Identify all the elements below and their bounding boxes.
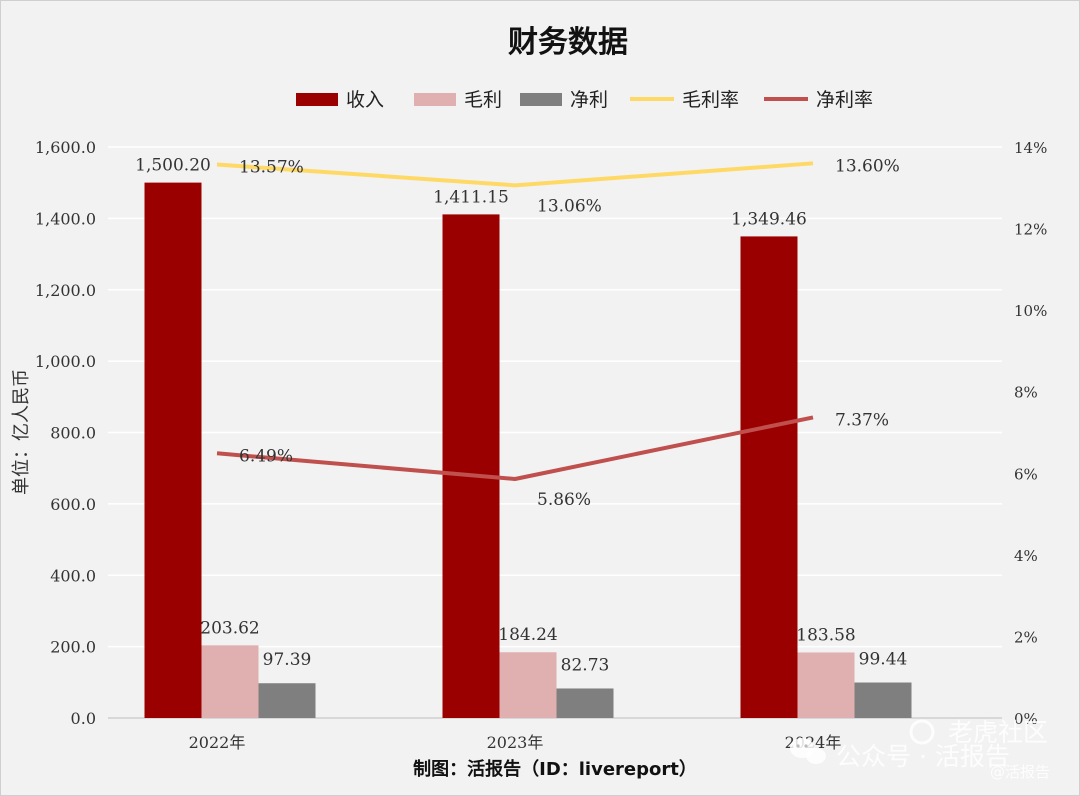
footer-credit: 制图：活报告（ID：livereport） (413, 758, 697, 780)
bars (144, 182, 912, 719)
data-label: 184.24 (498, 625, 557, 645)
legend-swatch (414, 93, 456, 106)
data-label: 1,349.46 (731, 209, 807, 229)
bar-毛利 (499, 652, 557, 718)
data-label: 1,411.15 (433, 187, 509, 207)
y-tick-label: 1,600.0 (35, 138, 96, 157)
data-label: 203.62 (200, 618, 259, 638)
legend-label: 净利率 (816, 89, 873, 111)
bar-毛利 (201, 645, 259, 718)
y-tick-label: 800.0 (50, 424, 96, 443)
watermark-handle: @活报告 (990, 763, 1050, 781)
y2-tick-label: 12% (1014, 221, 1047, 239)
y-axis-left: 0.0 200.0 400.0 600.0 800.0 1,000.0 1,200.0 1,4… (35, 138, 96, 728)
line-label: 13.60% (835, 156, 900, 176)
bar-收入 (144, 182, 202, 719)
data-label: 1,500.20 (135, 156, 211, 176)
y-tick-label: 0.0 (71, 709, 96, 728)
y-tick-label: 1,400.0 (35, 209, 96, 228)
bar-收入 (442, 214, 500, 718)
y2-tick-label: 6% (1014, 465, 1038, 483)
legend-label: 毛利率 (682, 89, 739, 111)
data-label: 99.44 (859, 650, 908, 670)
bar-净利 (258, 683, 316, 718)
y2-tick-label: 0% (1014, 710, 1038, 728)
line-label: 6.49% (239, 446, 293, 466)
y2-tick-label: 10% (1014, 302, 1047, 320)
line-毛利率 (216, 161, 814, 188)
x-tick-label: 2023年 (487, 733, 544, 752)
y-axis-right: 0% 2% 4% 6% 8% 10% 12% 14% (1014, 139, 1047, 728)
y2-tick-label: 2% (1014, 628, 1038, 646)
legend: 收入 毛利 净利 毛利率 净利率 (296, 89, 873, 111)
bar-毛利 (797, 652, 855, 718)
bar-净利 (556, 688, 614, 718)
x-axis: 2022年 2023年 2024年 (189, 733, 842, 752)
y2-tick-label: 4% (1014, 547, 1038, 565)
y-tick-label: 1,200.0 (35, 281, 96, 300)
bar-收入 (740, 236, 798, 718)
wechat-icon (790, 738, 826, 764)
data-label: 82.73 (561, 655, 610, 675)
data-labels: 1,500.20 1,411.15 1,349.46 203.62 184.24 183.… (135, 156, 907, 676)
line-label: 13.06% (537, 196, 602, 216)
y-tick-label: 600.0 (50, 495, 96, 514)
legend-label: 收入 (346, 89, 384, 111)
watermark: 公众号 · 活报告 老虎社区 @活报告 (790, 718, 1050, 781)
y-tick-label: 400.0 (50, 566, 96, 585)
chart-title: 财务数据 (508, 25, 628, 60)
watermark-text: 公众号 · 活报告 (836, 742, 1010, 771)
y-tick-label: 1,000.0 (35, 352, 96, 371)
bar-净利 (854, 682, 912, 718)
data-label: 183.58 (796, 625, 855, 645)
data-label: 97.39 (263, 650, 312, 670)
legend-swatch (520, 93, 562, 106)
line-净利率 (216, 415, 814, 481)
line-label: 13.57% (239, 158, 304, 178)
legend-swatch (296, 93, 338, 106)
y-tick-label: 200.0 (50, 638, 96, 657)
tiger-logo-icon (909, 719, 935, 745)
watermark-brand: 老虎社区 (948, 718, 1048, 747)
x-tick-label: 2022年 (189, 733, 246, 752)
y2-tick-label: 14% (1014, 139, 1047, 157)
legend-label: 毛利 (464, 89, 502, 111)
legend-label: 净利 (570, 89, 608, 111)
lines (216, 161, 814, 481)
y-axis-title: 单位：亿人民币 (11, 369, 32, 495)
line-label: 7.37% (835, 410, 889, 430)
line-label: 5.86% (537, 490, 591, 510)
y2-tick-label: 8% (1014, 384, 1038, 402)
gridlines (108, 146, 1002, 719)
